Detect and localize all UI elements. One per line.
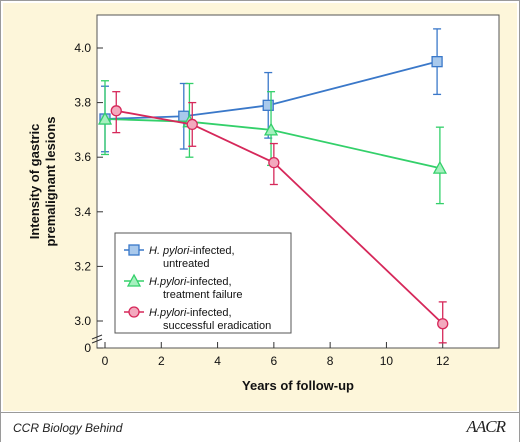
y-tick-label: 3.6 bbox=[74, 150, 91, 164]
legend-entry-line2: treatment failure bbox=[163, 289, 242, 301]
legend-entry: H.pylori-infected, bbox=[149, 307, 232, 319]
legend-entry: H.pylori-infected, bbox=[149, 276, 232, 288]
legend-marker bbox=[128, 244, 140, 256]
data-point bbox=[437, 318, 449, 330]
y-tick-label: 0 bbox=[84, 341, 91, 355]
axis-break-mark bbox=[91, 338, 103, 344]
x-tick-label: 2 bbox=[158, 354, 165, 368]
y-axis-label: premalignant lesions bbox=[43, 116, 58, 246]
y-tick-label: 3.8 bbox=[74, 96, 91, 110]
x-tick-label: 8 bbox=[327, 354, 334, 368]
x-tick-label: 6 bbox=[271, 354, 278, 368]
y-tick-label: 3.0 bbox=[74, 314, 91, 328]
x-tick-label: 4 bbox=[214, 354, 221, 368]
chart-panel: 0 2 4 6 8 10 12 0 3.0 3.2 3.4 3.6 3.8 4.0 Years of fol… bbox=[3, 3, 517, 411]
legend-entry-line2: untreated bbox=[163, 258, 209, 270]
data-point bbox=[262, 99, 274, 111]
data-point bbox=[263, 122, 279, 136]
y-tick-label: 3.2 bbox=[74, 259, 91, 273]
x-tick-label: 12 bbox=[436, 354, 450, 368]
series-line bbox=[104, 118, 441, 169]
data-point bbox=[186, 118, 198, 131]
x-axis-label: Years of follow-up bbox=[242, 378, 354, 393]
legend-marker bbox=[128, 306, 140, 318]
series-line bbox=[116, 109, 444, 325]
data-point bbox=[432, 160, 447, 174]
x-tick-label: 10 bbox=[380, 354, 394, 368]
data-point bbox=[110, 105, 122, 117]
footer-bar: CCR Biology Behind AACR bbox=[1, 412, 519, 442]
line-chart: 0 2 4 6 8 10 12 0 3.0 3.2 3.4 3.6 3.8 4.0 Years of fol… bbox=[27, 14, 500, 393]
aacr-logo: AACR bbox=[466, 417, 506, 436]
footer-caption: CCR Biology Behind bbox=[13, 421, 123, 435]
y-tick-label: 3.4 bbox=[74, 205, 91, 219]
series-line bbox=[104, 60, 438, 120]
data-point bbox=[268, 157, 280, 169]
axis-break-mark bbox=[91, 334, 103, 340]
x-tick-label: 0 bbox=[102, 354, 109, 368]
y-tick-label: 4.0 bbox=[74, 41, 91, 55]
legend-entry: H. pylori-infected, bbox=[149, 245, 235, 257]
data-point bbox=[97, 111, 113, 125]
legend-entry-line2: successful eradication bbox=[163, 320, 271, 332]
legend-marker bbox=[126, 273, 142, 287]
data-point bbox=[431, 56, 443, 68]
legend: H. pylori-infected,untreated H.pylori-inf… bbox=[114, 232, 292, 334]
legend-box bbox=[114, 232, 292, 334]
y-axis-label: Intensity of gastric bbox=[27, 124, 42, 240]
